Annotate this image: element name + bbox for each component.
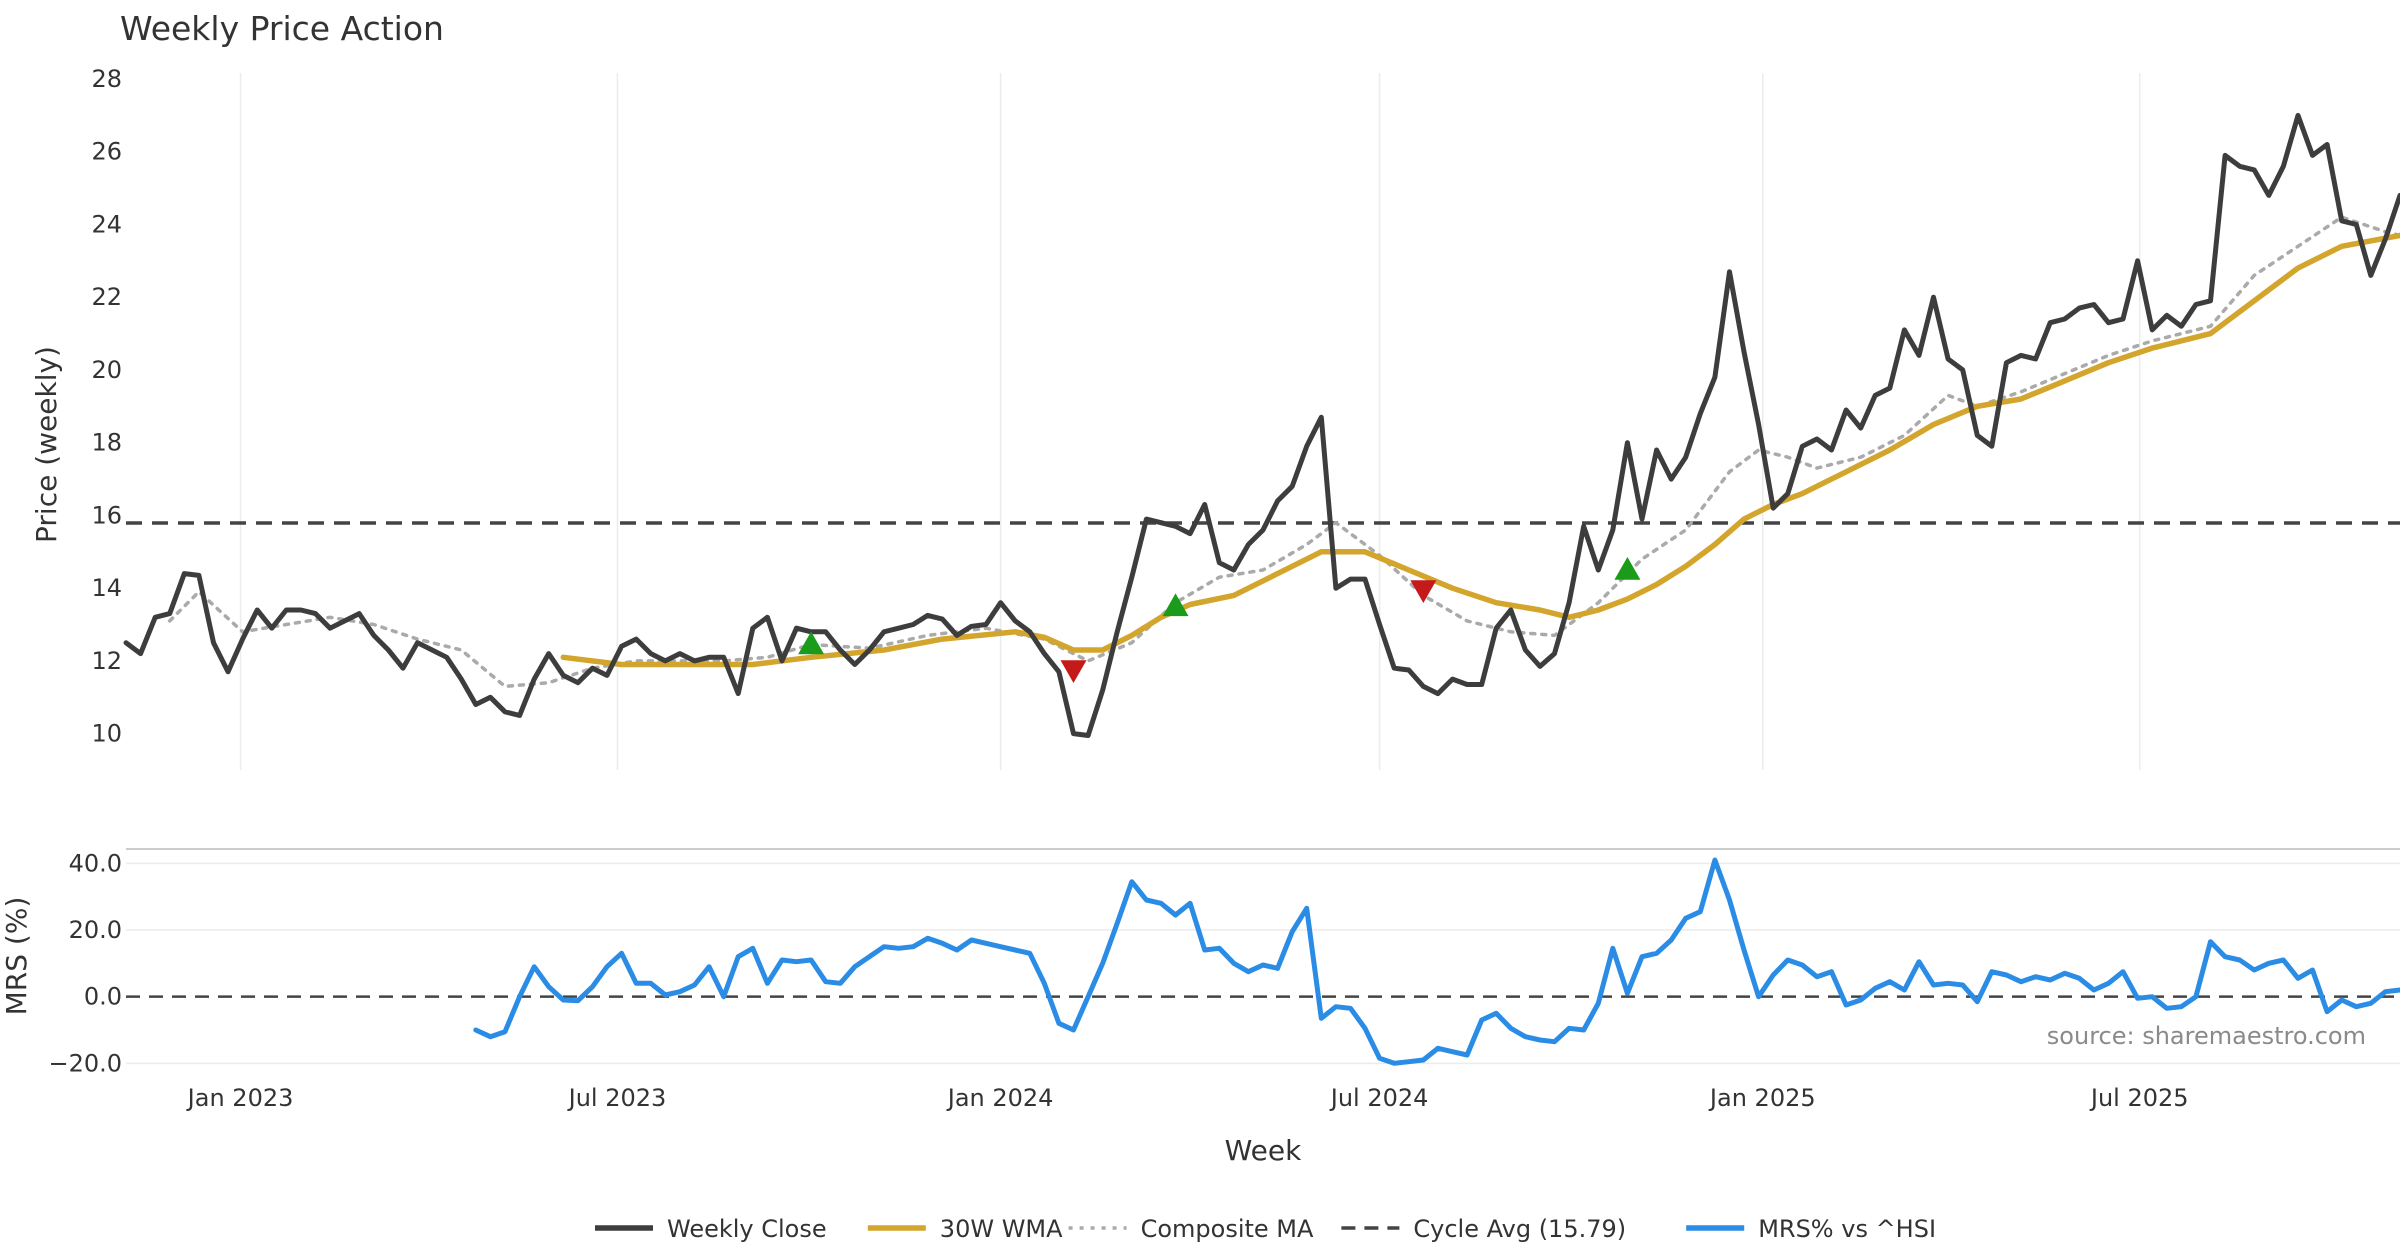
buy-signal-marker — [1614, 556, 1641, 580]
price-y-tick-label: 18 — [91, 429, 122, 457]
x-axis-label: Week — [1225, 1134, 1302, 1167]
mrs-y-tick-label: −20.0 — [48, 1049, 122, 1077]
mrs-y-tick-label: 20.0 — [69, 916, 122, 944]
legend-label: 30W WMA — [940, 1215, 1063, 1243]
legend-label: MRS% vs ^HSI — [1758, 1215, 1936, 1243]
price-y-tick-label: 20 — [91, 356, 122, 384]
mrs-y-tick-label: 0.0 — [84, 983, 122, 1011]
series-line-30w-wma — [560, 232, 2400, 668]
x-tick-label: Jan 2025 — [1708, 1084, 1816, 1112]
price-y-axis-label: Price (weekly) — [30, 346, 63, 543]
x-tick-label: Jan 2023 — [186, 1084, 294, 1112]
sell-signal-marker — [1060, 660, 1087, 683]
price-y-tick-label: 26 — [91, 138, 122, 166]
legend-label: Weekly Close — [667, 1215, 827, 1243]
legend-label: Composite MA — [1141, 1215, 1314, 1243]
price-y-tick-label: 16 — [91, 501, 122, 529]
series-line-mrs-vs-hsi — [473, 857, 2400, 1066]
price-y-tick-label: 28 — [91, 65, 122, 93]
price-y-tick-label: 10 — [91, 720, 122, 748]
series-line-weekly-close — [123, 112, 2400, 738]
mrs-y-axis-label: MRS (%) — [0, 897, 33, 1016]
legend: Weekly Close 30W WMA Composite MA Cycle Avg… — [595, 1215, 1936, 1243]
x-tick-label: Jul 2023 — [567, 1084, 667, 1112]
price-y-tick-label: 22 — [91, 283, 122, 311]
price-y-tick-label: 14 — [91, 574, 122, 602]
price-y-tick-label: 24 — [91, 210, 122, 238]
sell-signal-marker — [1410, 580, 1437, 603]
buy-signal-marker — [1162, 593, 1189, 617]
x-tick-label: Jul 2025 — [2089, 1084, 2189, 1112]
x-tick-label: Jul 2024 — [1329, 1084, 1429, 1112]
series-line-composite-ma — [167, 215, 2400, 689]
price-panel: 10 12 14 16 18 20 22 24 26 28 Price (weekly) — [30, 65, 2400, 770]
source-text: source: sharemaestro.com — [2047, 1022, 2366, 1050]
price-y-tick-label: 12 — [91, 647, 122, 675]
x-tick-label: Jan 2024 — [946, 1084, 1054, 1112]
mrs-panel: 40.0 20.0 0.0 −20.0 MRS (%) Jan 2023 Jul 2023 J… — [0, 848, 2400, 1112]
legend-label: Cycle Avg (15.79) — [1413, 1215, 1626, 1243]
mrs-y-tick-label: 40.0 — [69, 849, 122, 877]
chart-title: Weekly Price Action — [120, 9, 444, 48]
buy-signal-marker — [798, 631, 825, 655]
